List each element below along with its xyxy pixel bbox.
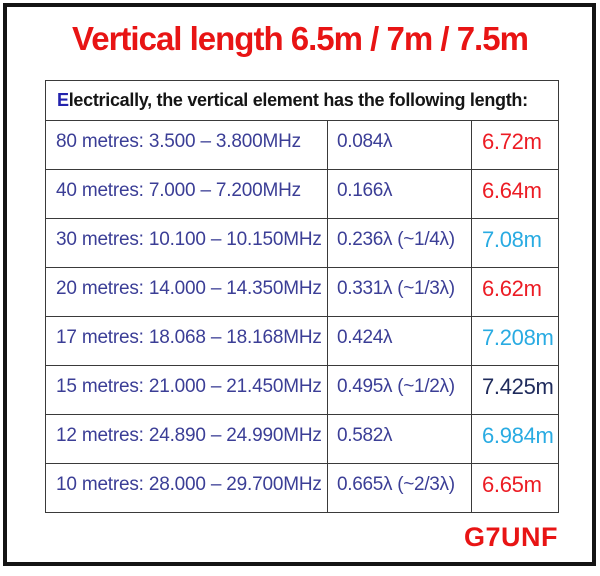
table-header-row: Electrically, the vertical element has t… <box>45 80 559 121</box>
page-title: Vertical length 6.5m / 7m / 7.5m <box>72 20 529 57</box>
table-row: 30 metres: 10.100 – 10.150MHz 0.236λ (~1… <box>45 218 559 268</box>
table-row: 12 metres: 24.890 – 24.990MHz 0.582λ 6.9… <box>45 414 559 464</box>
band-cell: 10 metres: 28.000 – 29.700MHz <box>45 463 328 513</box>
header-text: lectrically, the vertical element has th… <box>68 90 528 110</box>
band-cell: 30 metres: 10.100 – 10.150MHz <box>45 218 328 268</box>
length-cell: 6.64m <box>471 169 559 219</box>
lambda-cell: 0.495λ (~1/2λ) <box>327 365 472 415</box>
length-cell: 7.425m <box>471 365 559 415</box>
length-table: Electrically, the vertical element has t… <box>45 80 559 513</box>
band-cell: 12 metres: 24.890 – 24.990MHz <box>45 414 328 464</box>
band-cell: 80 metres: 3.500 – 3.800MHz <box>45 120 328 170</box>
callsign: G7UNF <box>463 522 558 552</box>
lambda-cell: 0.665λ (~2/3λ) <box>327 463 472 513</box>
table-row: 20 metres: 14.000 – 14.350MHz 0.331λ (~1… <box>45 267 559 317</box>
lambda-cell: 0.166λ <box>327 169 472 219</box>
lambda-cell: 0.236λ (~1/4λ) <box>327 218 472 268</box>
lambda-cell: 0.582λ <box>327 414 472 464</box>
lambda-cell: 0.424λ <box>327 316 472 366</box>
length-cell: 7.208m <box>471 316 559 366</box>
table-header: Electrically, the vertical element has t… <box>45 80 559 121</box>
length-cell: 6.62m <box>471 267 559 317</box>
table-row: 10 metres: 28.000 – 29.700MHz 0.665λ (~2… <box>45 463 559 513</box>
table-row: 80 metres: 3.500 – 3.800MHz 0.084λ 6.72m <box>45 120 559 170</box>
length-cell: 6.65m <box>471 463 559 513</box>
table-row: 15 metres: 21.000 – 21.450MHz 0.495λ (~1… <box>45 365 559 415</box>
band-cell: 15 metres: 21.000 – 21.450MHz <box>45 365 328 415</box>
length-cell: 6.984m <box>471 414 559 464</box>
length-cell: 6.72m <box>471 120 559 170</box>
table-row: 17 metres: 18.068 – 18.168MHz 0.424λ 7.2… <box>45 316 559 366</box>
lambda-cell: 0.084λ <box>327 120 472 170</box>
lambda-cell: 0.331λ (~1/3λ) <box>327 267 472 317</box>
table-row: 40 metres: 7.000 – 7.200MHz 0.166λ 6.64m <box>45 169 559 219</box>
band-cell: 40 metres: 7.000 – 7.200MHz <box>45 169 328 219</box>
band-cell: 20 metres: 14.000 – 14.350MHz <box>45 267 328 317</box>
length-cell: 7.08m <box>471 218 559 268</box>
header-first-letter: E <box>57 90 69 110</box>
band-cell: 17 metres: 18.068 – 18.168MHz <box>45 316 328 366</box>
